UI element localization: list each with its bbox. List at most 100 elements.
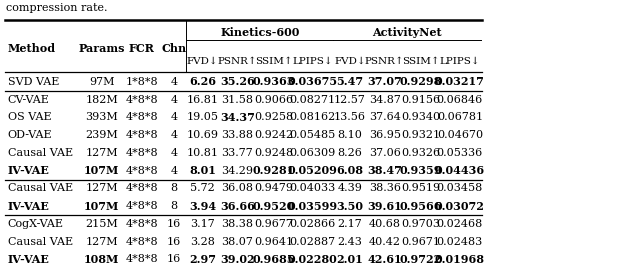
Text: 16.81: 16.81 [187, 95, 219, 105]
Text: SVD VAE: SVD VAE [8, 77, 59, 87]
Text: 215M: 215M [85, 219, 118, 229]
Text: 4*8*8: 4*8*8 [125, 219, 158, 229]
Text: 0.02887: 0.02887 [290, 237, 336, 247]
Text: IV-VAE: IV-VAE [8, 201, 50, 212]
Text: 0.9703: 0.9703 [401, 219, 440, 229]
Text: 4*8*8: 4*8*8 [125, 201, 158, 211]
Text: 0.9242: 0.9242 [254, 130, 293, 140]
Text: 4*8*8: 4*8*8 [125, 237, 158, 247]
Text: 40.42: 40.42 [369, 237, 401, 247]
Text: 4*8*8: 4*8*8 [125, 183, 158, 193]
Text: 33.77: 33.77 [221, 148, 253, 158]
Text: Kinetics-600: Kinetics-600 [220, 27, 300, 38]
Text: 39.61: 39.61 [367, 201, 402, 212]
Text: 2.43: 2.43 [337, 237, 362, 247]
Text: 4: 4 [170, 77, 178, 87]
Text: 16: 16 [167, 219, 181, 229]
Text: 0.03675: 0.03675 [287, 76, 338, 87]
Text: 107M: 107M [84, 201, 120, 212]
Text: 35.26: 35.26 [220, 76, 255, 87]
Text: OS VAE: OS VAE [8, 112, 51, 122]
Text: LPIPS↓: LPIPS↓ [292, 57, 333, 66]
Text: 12.57: 12.57 [334, 95, 366, 105]
Text: Method: Method [8, 43, 56, 54]
Text: 39.02: 39.02 [220, 254, 255, 263]
Text: 239M: 239M [85, 130, 118, 140]
Text: 36.66: 36.66 [220, 201, 255, 212]
Text: 0.04033: 0.04033 [289, 183, 336, 193]
Text: FVD↓: FVD↓ [187, 57, 219, 66]
Text: PSNR↑: PSNR↑ [365, 57, 404, 66]
Text: IV-VAE: IV-VAE [8, 254, 50, 263]
Text: 0.02468: 0.02468 [436, 219, 483, 229]
Text: 0.9722: 0.9722 [400, 254, 442, 263]
Text: CV-VAE: CV-VAE [8, 95, 50, 105]
Text: 182M: 182M [85, 95, 118, 105]
Text: 2.17: 2.17 [337, 219, 362, 229]
Text: OD-VAE: OD-VAE [8, 130, 52, 140]
Text: CogX-VAE: CogX-VAE [8, 219, 64, 229]
Text: 37.64: 37.64 [369, 112, 401, 122]
Text: 38.47: 38.47 [367, 165, 402, 176]
Text: 0.9363: 0.9363 [253, 76, 295, 87]
Text: 0.9677: 0.9677 [254, 219, 293, 229]
Text: 36.08: 36.08 [221, 183, 253, 193]
Text: 0.9258: 0.9258 [254, 112, 293, 122]
Text: 0.9479: 0.9479 [254, 183, 293, 193]
Text: 0.06781: 0.06781 [437, 112, 483, 122]
Text: 0.9281: 0.9281 [253, 165, 295, 176]
Text: 0.01968: 0.01968 [435, 254, 485, 263]
Text: 108M: 108M [84, 254, 120, 263]
Text: 36.95: 36.95 [369, 130, 401, 140]
Text: 33.88: 33.88 [221, 130, 253, 140]
Text: ActivityNet: ActivityNet [372, 27, 442, 38]
Text: 2.97: 2.97 [189, 254, 216, 263]
Text: 97M: 97M [89, 77, 115, 87]
Text: 0.08271: 0.08271 [290, 95, 336, 105]
Text: 4.39: 4.39 [337, 183, 362, 193]
Text: 127M: 127M [85, 237, 118, 247]
Text: 0.02866: 0.02866 [289, 219, 336, 229]
Text: 6.08: 6.08 [337, 165, 364, 176]
Text: Causal VAE: Causal VAE [8, 148, 73, 158]
Text: 4: 4 [170, 112, 178, 122]
Text: 107M: 107M [84, 165, 120, 176]
Text: 4: 4 [170, 130, 178, 140]
Text: 34.29: 34.29 [221, 166, 253, 176]
Text: 0.9326: 0.9326 [401, 148, 440, 158]
Text: 0.9520: 0.9520 [253, 201, 295, 212]
Text: Chn: Chn [161, 43, 187, 54]
Text: 37.06: 37.06 [369, 148, 401, 158]
Text: FCR: FCR [129, 43, 155, 54]
Text: 0.9641: 0.9641 [254, 237, 293, 247]
Text: 4: 4 [170, 95, 178, 105]
Text: 4*8*8: 4*8*8 [125, 130, 158, 140]
Text: 127M: 127M [85, 183, 118, 193]
Text: 0.05485: 0.05485 [289, 130, 336, 140]
Text: 16: 16 [167, 255, 181, 263]
Text: 0.9359: 0.9359 [400, 165, 442, 176]
Text: 5.72: 5.72 [190, 183, 215, 193]
Text: 0.9066: 0.9066 [254, 95, 293, 105]
Text: 16: 16 [167, 237, 181, 247]
Text: SSIM↑: SSIM↑ [255, 57, 292, 66]
Text: 38.36: 38.36 [369, 183, 401, 193]
Text: 0.05336: 0.05336 [436, 148, 483, 158]
Text: 0.02483: 0.02483 [436, 237, 483, 247]
Text: 0.02280: 0.02280 [288, 254, 337, 263]
Text: 34.87: 34.87 [369, 95, 401, 105]
Text: 42.61: 42.61 [367, 254, 402, 263]
Text: 4*8*8: 4*8*8 [125, 112, 158, 122]
Text: 0.9340: 0.9340 [401, 112, 440, 122]
Text: 0.03458: 0.03458 [436, 183, 483, 193]
Text: IV-VAE: IV-VAE [8, 165, 50, 176]
Text: 3.17: 3.17 [190, 219, 215, 229]
Text: 0.9685: 0.9685 [253, 254, 295, 263]
Text: LPIPS↓: LPIPS↓ [440, 57, 480, 66]
Text: 8: 8 [170, 183, 178, 193]
Text: 0.04670: 0.04670 [437, 130, 483, 140]
Text: 127M: 127M [85, 148, 118, 158]
Text: 393M: 393M [85, 112, 118, 122]
Text: 13.56: 13.56 [334, 112, 366, 122]
Text: 40.68: 40.68 [369, 219, 401, 229]
